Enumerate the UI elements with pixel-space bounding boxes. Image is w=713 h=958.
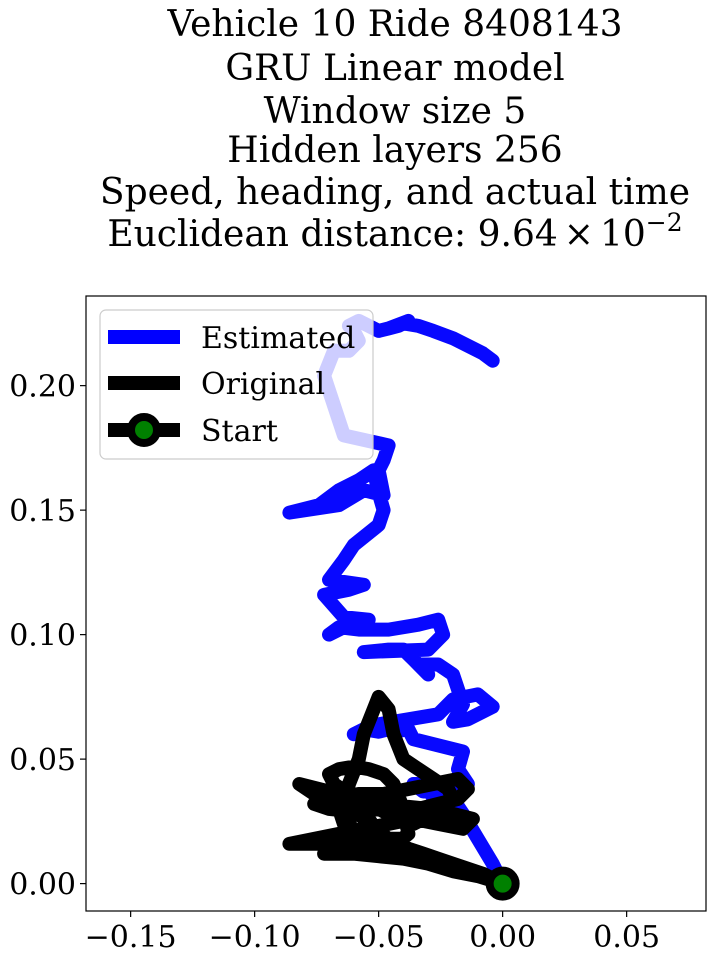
y-tick-label: 0.00	[9, 868, 76, 903]
legend-box	[99, 309, 374, 460]
title-distance-exponent: −2	[646, 208, 683, 237]
title-distance-times: ×	[564, 214, 594, 255]
title-line-1: Vehicle 10 Ride 8408143	[166, 4, 622, 45]
legend-swatch-start-marker	[127, 413, 161, 447]
title-line-3: Window size 5	[264, 91, 527, 132]
legend-label-estimated: Estimated	[201, 321, 355, 356]
series-start-marker	[485, 866, 520, 901]
x-tick-label: −0.15	[85, 920, 177, 955]
legend-label-original: Original	[201, 367, 325, 402]
y-tick-label: 0.15	[9, 494, 76, 529]
legend: Estimated Original Start	[99, 309, 374, 460]
x-tick-label: −0.05	[333, 920, 425, 955]
series-original-line	[282, 689, 510, 891]
y-axis: 0.00 0.05 0.10 0.15 0.20	[9, 370, 86, 903]
chart-title: Vehicle 10 Ride 8408143 GRU Linear model…	[100, 4, 690, 255]
title-line-5: Speed, heading, and actual time	[100, 172, 690, 213]
title-distance-base: 10	[600, 214, 646, 255]
legend-label-start: Start	[201, 414, 278, 449]
x-tick-label: 0.00	[469, 920, 536, 955]
x-tick-label: −0.10	[209, 920, 301, 955]
y-tick-label: 0.20	[9, 370, 76, 405]
x-axis: −0.15 −0.10 −0.05 0.00 0.05	[85, 911, 660, 955]
plot-frame	[85, 295, 707, 912]
title-line-2: GRU Linear model	[225, 48, 564, 89]
title-line-6: Euclidean distance: 9.64 × 10−2	[107, 208, 682, 255]
x-tick-label: 0.05	[593, 920, 660, 955]
title-distance-mantissa: 9.64	[478, 214, 558, 255]
y-tick-label: 0.05	[9, 743, 76, 778]
title-distance-prefix: Euclidean distance:	[107, 214, 477, 255]
title-line-4: Hidden layers 256	[227, 130, 562, 171]
y-tick-label: 0.10	[9, 619, 76, 654]
